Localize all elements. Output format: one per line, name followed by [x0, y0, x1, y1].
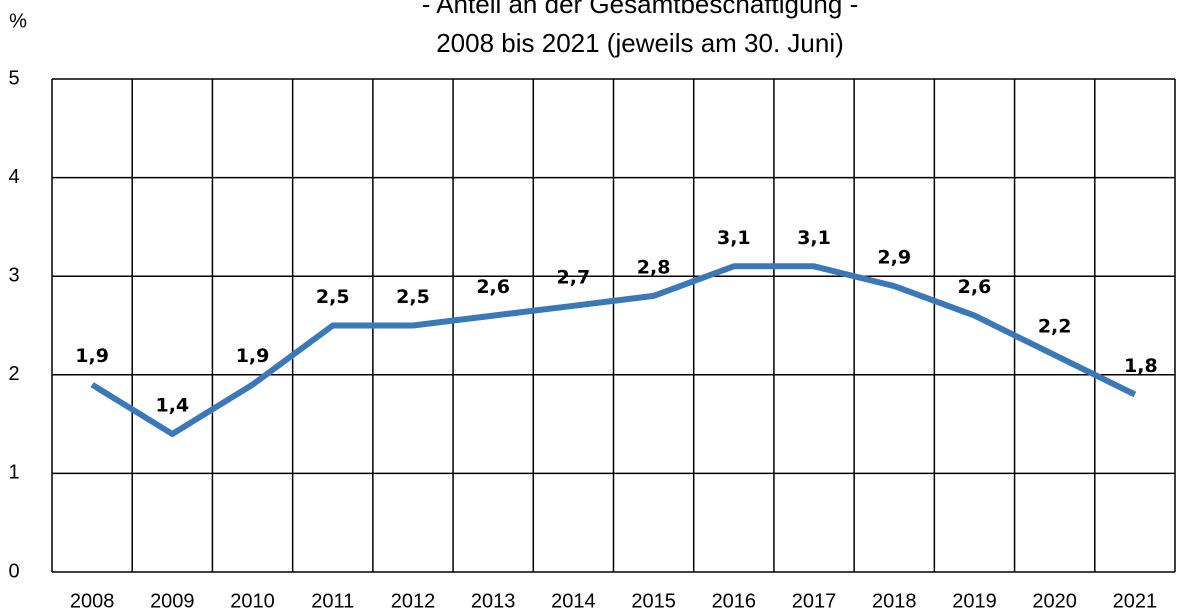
data-label: 1,9 [236, 345, 270, 367]
x-tick-label: 2020 [1032, 590, 1077, 612]
x-tick-label: 2017 [792, 590, 837, 612]
line-series [90, 263, 1137, 437]
x-tick-label: 2009 [150, 590, 195, 612]
y-axis-label: % [9, 10, 27, 32]
x-tick-label: 2021 [1113, 590, 1158, 612]
x-tick-label: 2010 [230, 590, 275, 612]
data-label: 2,5 [396, 286, 430, 308]
x-tick-label: 2008 [70, 590, 115, 612]
data-label: 2,5 [316, 286, 350, 308]
data-label: 2,8 [637, 256, 671, 278]
y-tick-label: 3 [8, 264, 19, 286]
x-tick-label: 2018 [872, 590, 917, 612]
data-label: 2,9 [877, 247, 911, 269]
chart-title: - Anteil an der Gesamtbeschäftigung - [422, 0, 858, 19]
x-tick-label: 2011 [311, 590, 354, 612]
data-label: 3,1 [717, 227, 751, 249]
x-tick-label: 2014 [551, 590, 596, 612]
y-tick-label: 2 [8, 363, 19, 385]
y-tick-label: 5 [8, 67, 19, 89]
data-label: 2,7 [557, 266, 591, 288]
x-tick-label: 2019 [952, 590, 997, 612]
x-tick-label: 2013 [471, 590, 516, 612]
y-tick-label: 0 [8, 560, 19, 582]
y-tick-label: 4 [8, 166, 19, 188]
data-label: 2,6 [476, 276, 510, 298]
x-tick-label: 2016 [712, 590, 757, 612]
data-label: 3,1 [797, 227, 831, 249]
data-label: 2,6 [958, 276, 992, 298]
data-label: 1,8 [1124, 355, 1158, 377]
data-label: 2,2 [1038, 316, 1072, 338]
x-tick-label: 2015 [631, 590, 676, 612]
data-label: 1,9 [75, 345, 109, 367]
data-label: 1,4 [155, 394, 189, 416]
y-tick-label: 1 [8, 462, 19, 484]
x-tick-label: 2012 [391, 590, 436, 612]
chart-subtitle: 2008 bis 2021 (jeweils am 30. Juni) [436, 28, 844, 58]
